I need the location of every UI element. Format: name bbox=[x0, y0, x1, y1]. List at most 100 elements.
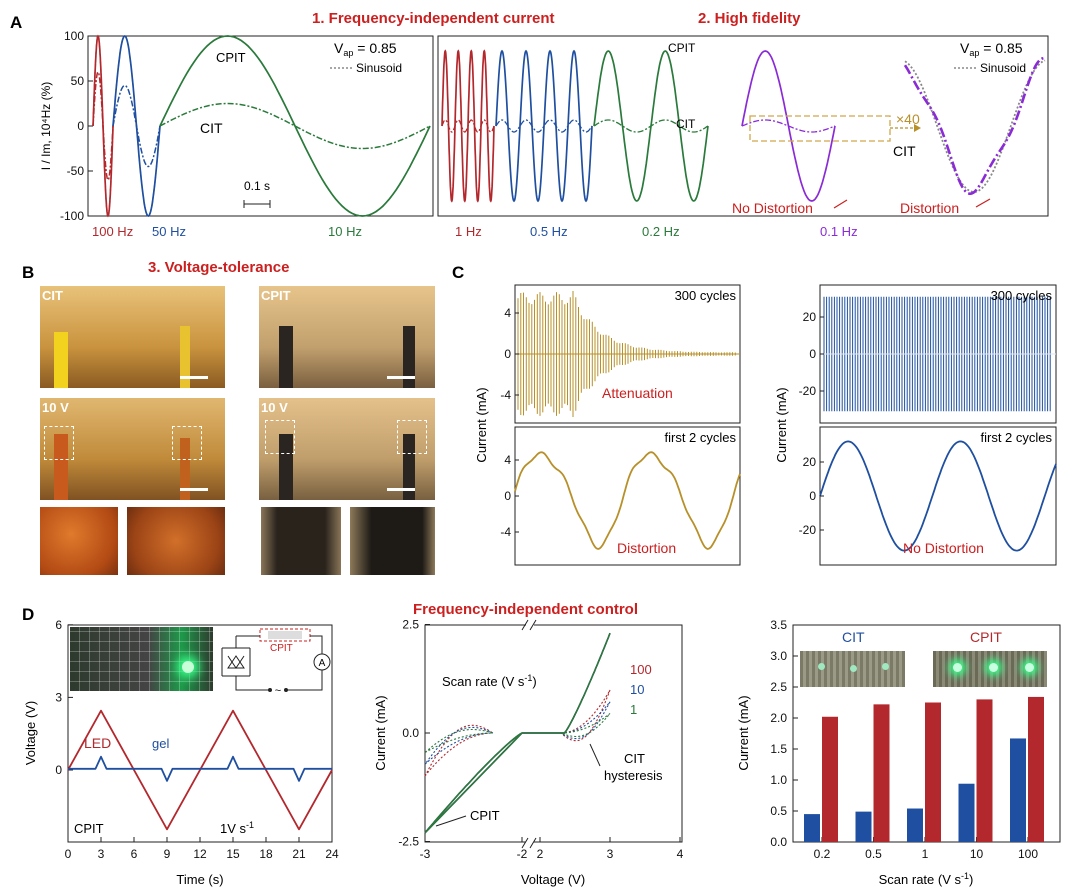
c-rb-curve bbox=[819, 440, 1057, 552]
b-cpit-zoom-box-left bbox=[265, 420, 295, 454]
d-mid-hysteresis-arrow bbox=[589, 743, 601, 767]
d-left-ylabel: Voltage (V) bbox=[23, 701, 38, 765]
d-left-xtick-label: 15 bbox=[226, 847, 240, 861]
a-freq-100hz: 100 Hz bbox=[92, 224, 133, 239]
a-no-distortion-arrow bbox=[833, 199, 848, 209]
b-electrode-right bbox=[180, 326, 190, 388]
a-freq-50hz: 50 Hz bbox=[152, 224, 186, 239]
a-freq-01hz: 0.1 Hz bbox=[820, 224, 858, 239]
b-photo-cit-10v: 10 V bbox=[40, 398, 225, 500]
a-right-cit-line bbox=[441, 119, 495, 133]
a-zoom-arrowhead bbox=[914, 124, 921, 132]
d-mid-ytick-label: 0.0 bbox=[402, 726, 419, 740]
a-ytick-label: -50 bbox=[67, 164, 85, 178]
d-left-xtick-label: 0 bbox=[65, 847, 72, 861]
a-no-distortion: No Distortion bbox=[732, 200, 813, 216]
d-right-ytick-label: 0.0 bbox=[770, 835, 787, 849]
a-distortion-arrow bbox=[975, 198, 991, 208]
d-mid-cpit-label: CPIT bbox=[470, 808, 500, 823]
d-right-ytick-label: 0.5 bbox=[770, 804, 787, 818]
b-photo-label-cit: CIT bbox=[42, 288, 63, 303]
a-right-cit2-label: CIT bbox=[893, 143, 916, 159]
a-freq-1hz: 1 Hz bbox=[455, 224, 482, 239]
c-left-ylabel: Current (mA) bbox=[474, 387, 489, 462]
c-ytick-label: 0 bbox=[809, 347, 816, 361]
b-zoom-cit-left bbox=[40, 507, 118, 575]
panel-label-b: B bbox=[22, 263, 34, 282]
a-ytick-label: 0 bbox=[77, 119, 84, 133]
c-rt-title: 300 cycles bbox=[991, 288, 1053, 303]
a-left-cit-label: CIT bbox=[200, 120, 223, 136]
d-mid-break-marks bbox=[521, 619, 537, 849]
a-zoom-sinusoid bbox=[904, 59, 1046, 193]
b-zoom-cpit-right bbox=[350, 507, 435, 575]
d-left-curves bbox=[67, 709, 333, 831]
d-led-glow bbox=[182, 661, 194, 673]
b-photo-label-cpit: CPIT bbox=[261, 288, 291, 303]
c-ytick-label: 0 bbox=[809, 489, 816, 503]
d-mid-cit-loop-neg bbox=[424, 726, 494, 765]
a-right-legend-label: Sinusoid bbox=[980, 61, 1026, 75]
d-circuit-wires bbox=[235, 635, 323, 691]
b-zoom-cpit-left bbox=[261, 507, 341, 575]
d-right-xtick-label: 10 bbox=[970, 847, 984, 861]
d-rate-label: 1V s-1 bbox=[220, 820, 254, 836]
panel-label-d: D bbox=[22, 605, 34, 624]
d-right-ytick-label: 3.0 bbox=[770, 649, 787, 663]
d-gel-label: gel bbox=[152, 736, 169, 751]
d-mid-xtick-label: -3 bbox=[420, 847, 431, 861]
d-mid-curves bbox=[424, 632, 611, 834]
d-right-xtick-label: 1 bbox=[922, 847, 929, 861]
d-mid-legend-1: 1 bbox=[630, 702, 637, 717]
d-mid-cit-loop-neg bbox=[424, 724, 495, 777]
d-ammeter-label: A bbox=[319, 658, 326, 669]
d-mid-break-bottom-mask bbox=[526, 838, 534, 848]
d-circuit-gel-fill bbox=[268, 631, 302, 639]
d-mid-cit-label: CIT bbox=[624, 751, 645, 766]
a-scale-bar bbox=[243, 200, 271, 208]
d-right-bar-cit bbox=[907, 808, 923, 842]
a-right-cit-line bbox=[593, 119, 709, 133]
d-cit-breadboard-photo bbox=[800, 651, 905, 687]
c-ytick-label: 4 bbox=[504, 306, 511, 320]
a-left-cpit-label: CPIT bbox=[216, 50, 246, 65]
c-ytick-label: 4 bbox=[504, 453, 511, 467]
panel-label-a: A bbox=[10, 13, 22, 32]
a-right-cpit-line bbox=[495, 49, 593, 203]
b-photo-label-10v-2: 10 V bbox=[261, 400, 288, 415]
c-lt-title: 300 cycles bbox=[675, 288, 737, 303]
d-left-xtick-label: 9 bbox=[164, 847, 171, 861]
d-mid-xtick-label: 4 bbox=[677, 847, 684, 861]
b-cpit-zoom-box-right bbox=[397, 420, 427, 454]
d-cit-led-1 bbox=[818, 663, 825, 670]
b-electrode-left-burnt bbox=[54, 434, 68, 500]
a-right-cit-line bbox=[741, 119, 836, 133]
d-right-cpit-label: CPIT bbox=[970, 629, 1002, 645]
b-scalebar-4 bbox=[387, 488, 415, 491]
c-right-ylabel: Current (mA) bbox=[774, 387, 789, 462]
a-freq-10hz: 10 Hz bbox=[328, 224, 362, 239]
a-freq-05hz: 0.5 Hz bbox=[530, 224, 568, 239]
a-distortion: Distortion bbox=[900, 200, 959, 216]
c-ytick-label: 20 bbox=[803, 455, 817, 469]
d-mid-legend-10: 10 bbox=[630, 682, 644, 697]
a-ytick-label: 50 bbox=[71, 74, 85, 88]
panel-label-c: C bbox=[452, 263, 464, 282]
d-left-led-line bbox=[67, 709, 333, 831]
d-mid-ylabel: Current (mA) bbox=[373, 695, 388, 770]
b-zoom-box-right bbox=[172, 426, 202, 460]
d-cit-led-2 bbox=[850, 665, 857, 672]
b-scalebar bbox=[180, 376, 208, 379]
d-right-bar-cpit bbox=[873, 704, 890, 842]
d-cpit-breadboard-photo bbox=[933, 651, 1047, 687]
d-right-bar-cit bbox=[804, 814, 820, 842]
c-axes: 4 0 -4 4 0 -4 20 0 -20 20 0 -20 bbox=[500, 306, 824, 539]
c-attenuation: Attenuation bbox=[602, 385, 673, 401]
b-photo-cit-before: CIT bbox=[40, 286, 225, 388]
d-circuit-node-a bbox=[268, 688, 272, 692]
d-left-xtick-label: 21 bbox=[292, 847, 306, 861]
d-right-bar-cit bbox=[958, 783, 975, 842]
d-mid-break-top-mask bbox=[526, 620, 534, 630]
b-zoom-box-left bbox=[44, 426, 74, 460]
d-mid-axes: -3 -2 2 3 4 2.5 0.0 -2.5 bbox=[398, 618, 683, 862]
